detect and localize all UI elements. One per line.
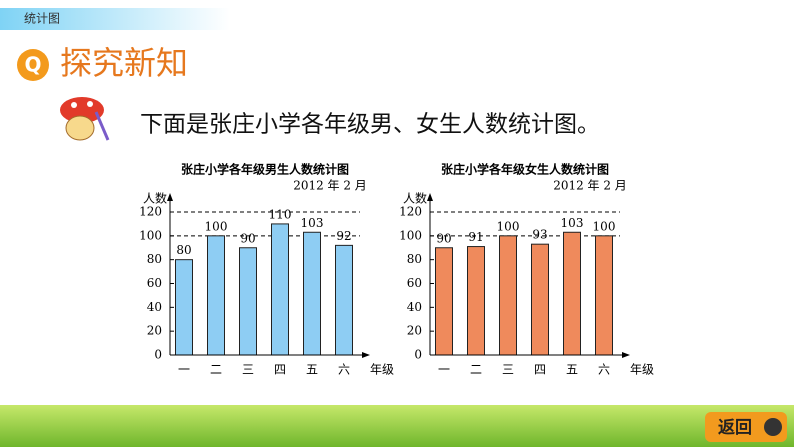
back-text[interactable]: 返回 (718, 418, 752, 438)
tab-bar (0, 8, 230, 30)
value-label: 100 (497, 219, 520, 233)
bar (239, 247, 257, 356)
y-tick-label: 100 (139, 228, 162, 242)
y-tick-label: 120 (139, 205, 162, 219)
y-tick-label: 20 (147, 324, 162, 338)
y-tick-label: 80 (147, 252, 162, 266)
x-tick-label: 三 (502, 363, 514, 377)
bar (175, 259, 193, 356)
y-tick-label: 20 (407, 324, 422, 338)
x-tick-label: 一 (438, 363, 450, 377)
grass (0, 405, 794, 447)
x-axis-label: 年级 (370, 363, 394, 377)
back-button[interactable] (705, 412, 787, 442)
y-tick-label: 0 (414, 348, 422, 362)
value-label: 91 (468, 230, 483, 244)
y-tick-label: 60 (147, 276, 162, 290)
bar (499, 235, 517, 356)
y-tick-label: 40 (147, 300, 162, 314)
y-tick-label: 40 (407, 300, 422, 314)
chart-title: 张庄小学各年级女生人数统计图 (441, 162, 609, 177)
bar (271, 223, 289, 356)
q-letter: Q (24, 53, 41, 77)
y-tick-label: 80 (407, 252, 422, 266)
value-label: 103 (301, 216, 324, 230)
value-label: 110 (269, 207, 292, 221)
bar (303, 231, 321, 356)
bar (467, 246, 485, 356)
y-tick-label: 120 (399, 205, 422, 219)
value-label: 100 (205, 219, 228, 233)
x-tick-label: 二 (470, 363, 482, 377)
bar (207, 235, 225, 356)
x-tick-label: 五 (566, 363, 578, 377)
x-tick-label: 六 (338, 363, 350, 377)
x-tick-label: 三 (242, 363, 254, 377)
mushroom-icon (60, 97, 110, 141)
bar (595, 235, 613, 356)
value-label: 93 (532, 228, 547, 242)
x-tick-label: 六 (598, 363, 610, 377)
value-label: 103 (561, 216, 584, 230)
value-label: 80 (176, 243, 191, 257)
y-axis-label: 人数 (143, 191, 167, 206)
bar (531, 243, 549, 356)
value-label: 90 (436, 231, 451, 245)
x-tick-label: 四 (534, 363, 546, 377)
y-tick-label: 60 (407, 276, 422, 290)
value-label: 90 (240, 231, 255, 245)
x-tick-label: 四 (274, 363, 286, 377)
chart-subtitle: 2012 年 2 月 (293, 179, 367, 193)
value-label: 92 (336, 229, 351, 243)
tab-text: 统计图 (24, 12, 60, 26)
x-arrow (622, 352, 630, 358)
y-tick-label: 100 (399, 228, 422, 242)
y-tick-label: 0 (154, 348, 162, 362)
value-label: 100 (593, 219, 616, 233)
bar (563, 231, 581, 356)
y-arrow (427, 193, 433, 201)
x-tick-label: 二 (210, 363, 222, 377)
chart-subtitle: 2012 年 2 月 (553, 179, 627, 193)
intro-text: 下面是张庄小学各年级男、女生人数统计图。 (140, 112, 600, 138)
x-tick-label: 一 (178, 363, 190, 377)
bar (435, 247, 453, 356)
x-axis-label: 年级 (630, 363, 654, 377)
back-icon[interactable] (764, 418, 782, 436)
x-arrow (362, 352, 370, 358)
y-arrow (167, 193, 173, 201)
q-icon (17, 49, 49, 81)
section-title: 探究新知 (60, 44, 188, 82)
y-axis-label: 人数 (403, 191, 427, 206)
chart-title: 张庄小学各年级男生人数统计图 (181, 162, 349, 177)
bar (335, 244, 353, 356)
x-tick-label: 五 (306, 363, 318, 377)
